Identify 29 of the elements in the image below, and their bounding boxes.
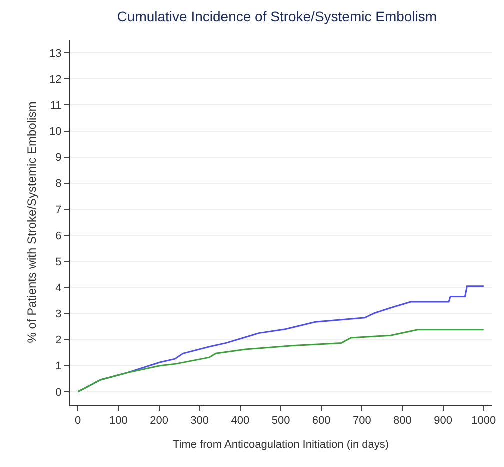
x-tick-label: 1000 <box>472 415 496 428</box>
y-tick-label: 9 <box>56 152 62 164</box>
x-tick-label: 400 <box>231 415 250 428</box>
y-tick-label: 12 <box>50 74 62 86</box>
y-tick-label: 2 <box>56 334 62 347</box>
chart-title: Cumulative Incidence of Stroke/Systemic Embolism <box>117 8 438 24</box>
y-tick-label: 10 <box>50 126 62 138</box>
y-tick-label: 4 <box>56 282 62 295</box>
y-tick-label: 13 <box>50 48 62 60</box>
x-tick-label: 600 <box>312 415 331 428</box>
x-tick-label: 800 <box>394 415 412 428</box>
x-tick-label: 700 <box>352 415 372 428</box>
y-tick-label: 5 <box>56 256 62 268</box>
y-axis-title: % of Patients with Stroke/Systemic Embolism <box>25 102 39 344</box>
y-tick-label: 3 <box>56 308 62 321</box>
y-tick-label: 1 <box>56 360 62 373</box>
x-tick-label: 900 <box>434 415 452 428</box>
y-tick-label: 8 <box>56 178 62 190</box>
y-tick-label: 6 <box>56 230 62 242</box>
x-tick-label: 200 <box>150 415 168 428</box>
x-tick-label: 100 <box>110 415 128 428</box>
y-tick-label: 11 <box>50 100 62 112</box>
line-series <box>77 329 485 393</box>
x-axis-title: Time from Anticoagulation Initiation (in days) <box>172 439 390 451</box>
x-tick-label: 0 <box>75 415 82 428</box>
y-tick-label: 0 <box>56 386 62 399</box>
y-tick-label: 7 <box>56 204 62 216</box>
x-tick-label: 300 <box>190 415 210 428</box>
x-tick-label: 500 <box>272 415 290 428</box>
